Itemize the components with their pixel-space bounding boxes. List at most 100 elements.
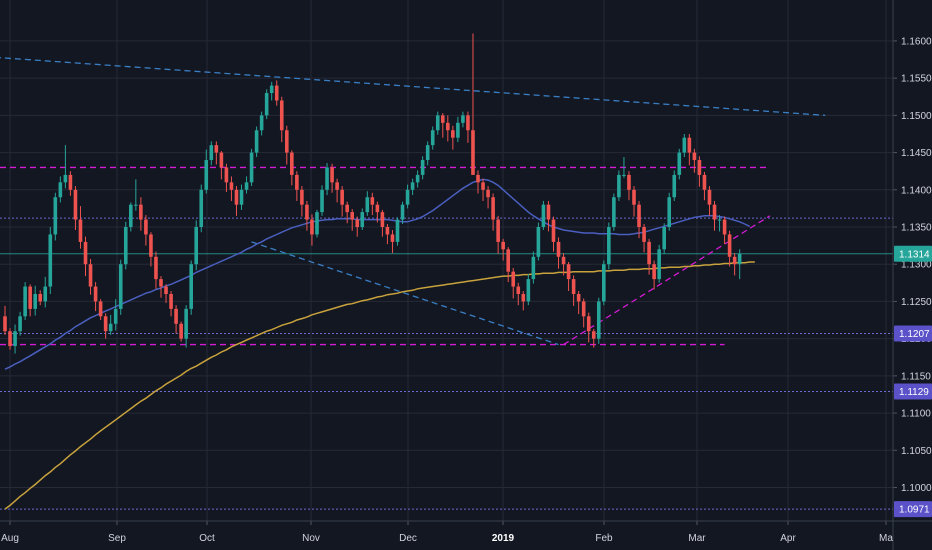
candle-body bbox=[622, 174, 626, 176]
candle-body bbox=[415, 174, 420, 183]
x-tick-label: Feb bbox=[595, 533, 613, 544]
candle-body bbox=[451, 130, 455, 138]
candle-body bbox=[179, 323, 183, 339]
x-tick-label: Apr bbox=[780, 533, 796, 544]
candle-body bbox=[88, 264, 93, 287]
ma-200-line bbox=[4, 261, 755, 510]
y-tick-label: 1.1250 bbox=[901, 297, 932, 308]
candle-body bbox=[430, 130, 435, 146]
candle-body bbox=[682, 137, 687, 153]
candle-body bbox=[707, 189, 712, 205]
y-tick-label: 1.1500 bbox=[901, 111, 932, 122]
candle-body bbox=[486, 189, 490, 198]
candle-body bbox=[541, 204, 546, 228]
candle-body bbox=[677, 152, 682, 175]
trend-line-upper-resistance bbox=[0, 57, 826, 117]
candle-body bbox=[526, 279, 531, 302]
candle-body bbox=[83, 241, 88, 265]
candle-body bbox=[501, 241, 505, 250]
x-tick-label: Aug bbox=[1, 533, 19, 544]
candle-body bbox=[647, 241, 651, 265]
candle-body bbox=[189, 264, 193, 309]
candle-body bbox=[134, 204, 138, 206]
candle-body bbox=[405, 189, 410, 205]
candle-body bbox=[712, 204, 717, 220]
candle-body bbox=[63, 174, 68, 183]
candle-body bbox=[229, 182, 234, 190]
candle-body bbox=[456, 122, 460, 138]
candle-body bbox=[627, 174, 631, 190]
candle-body bbox=[144, 219, 148, 235]
time-axis[interactable]: Aug Sep Oct Nov Dec 2019 Feb Mar Apr Ma bbox=[0, 520, 932, 544]
price-axis[interactable]: 1.1600 1.1550 1.1500 1.1450 1.1400 1.1350 1.13… bbox=[892, 0, 932, 550]
candle-body bbox=[123, 227, 128, 265]
candle-body bbox=[274, 85, 279, 101]
horizontal-levels[interactable] bbox=[0, 166, 893, 510]
candle-body bbox=[571, 279, 576, 294]
candle-body bbox=[28, 286, 32, 309]
candle-body bbox=[425, 145, 430, 161]
candle-body bbox=[385, 227, 390, 235]
candle-body bbox=[18, 316, 22, 332]
candle-body bbox=[435, 115, 440, 131]
candle-body bbox=[33, 293, 37, 309]
candle-body bbox=[591, 331, 596, 339]
y-tick-label: 1.1350 bbox=[901, 223, 932, 234]
price-badge-label: 1.1207 bbox=[899, 329, 930, 340]
candle-body bbox=[476, 174, 480, 183]
candle-body bbox=[73, 189, 78, 220]
candle-body bbox=[732, 256, 737, 265]
candle-body bbox=[174, 308, 178, 324]
candle-body bbox=[113, 308, 118, 324]
candle-body bbox=[23, 286, 27, 317]
candle-body bbox=[204, 160, 209, 190]
candle-body bbox=[284, 130, 289, 153]
candle-body bbox=[224, 167, 229, 183]
candle-body bbox=[521, 293, 526, 302]
y-tick-label: 1.1600 bbox=[901, 36, 932, 47]
candle-body bbox=[320, 189, 324, 213]
candle-body bbox=[48, 234, 53, 287]
x-tick-label: Ma bbox=[879, 533, 893, 544]
candle-body bbox=[612, 197, 616, 228]
candle-body bbox=[214, 145, 219, 153]
candle-body bbox=[239, 189, 244, 205]
candle-body bbox=[556, 241, 561, 257]
price-badge-label: 1.1314 bbox=[899, 249, 930, 260]
y-tick-label: 1.1300 bbox=[901, 260, 932, 271]
y-tick-label: 1.1150 bbox=[901, 371, 931, 382]
candle-body bbox=[632, 189, 636, 205]
candle-body bbox=[118, 264, 123, 309]
candle-body bbox=[244, 182, 249, 190]
candle-body bbox=[566, 264, 571, 280]
candle-body bbox=[662, 227, 666, 250]
candle-body bbox=[657, 249, 661, 280]
candle-body bbox=[667, 197, 672, 228]
candle-body bbox=[375, 204, 380, 213]
candle-body bbox=[305, 204, 309, 220]
candle-body bbox=[471, 130, 475, 175]
y-tick-label: 1.1000 bbox=[901, 483, 932, 494]
candle-body bbox=[68, 174, 73, 190]
candle-body bbox=[249, 152, 254, 183]
candle-body bbox=[617, 174, 621, 198]
candle-body bbox=[596, 301, 601, 339]
candle-body bbox=[139, 204, 143, 220]
x-tick-label: 2019 bbox=[492, 533, 515, 544]
candle-body bbox=[330, 167, 334, 183]
y-tick-label: 1.1550 bbox=[901, 74, 932, 85]
candle-body bbox=[697, 160, 702, 175]
candle-body bbox=[446, 122, 450, 131]
candle-body bbox=[149, 234, 153, 257]
grid bbox=[0, 0, 893, 521]
candle-body bbox=[637, 204, 641, 228]
candle-body bbox=[8, 331, 12, 347]
candle-body bbox=[169, 293, 173, 309]
trend-line-rising-support bbox=[563, 215, 771, 346]
candle-body bbox=[395, 219, 400, 242]
candle-body bbox=[234, 189, 239, 205]
candle-body bbox=[737, 253, 742, 265]
candle-body bbox=[254, 130, 259, 153]
